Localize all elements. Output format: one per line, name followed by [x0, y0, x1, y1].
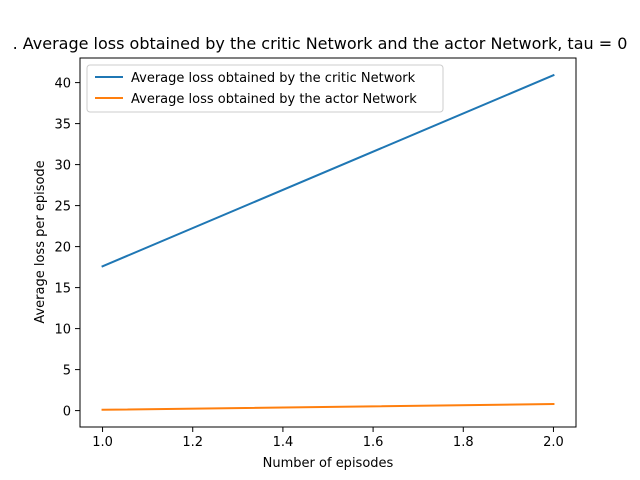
y-tick-label: 10: [54, 323, 71, 338]
legend-box: [86, 64, 444, 113]
y-tick-label: 25: [54, 200, 71, 215]
legend-entry: Average loss obtained by the actor Netwo…: [131, 92, 417, 107]
plot-area: 1.0 1.2 1.4 1.6 1.8 2.0 0 5 10 15 20 25 30 35 40: [54, 57, 577, 450]
x-tick-label: 1.2: [182, 435, 203, 450]
y-tick-label: 30: [54, 159, 71, 174]
x-axis-label: Number of episodes: [263, 456, 394, 471]
x-tick-label: 1.4: [273, 435, 294, 450]
chart-title: . Average loss obtained by the critic Ne…: [13, 34, 628, 53]
y-axis-ticks: 0 5 10 15 20 25 30 35 40: [54, 77, 80, 420]
legend: Average loss obtained by the critic Netw…: [86, 64, 444, 113]
y-tick-label: 20: [54, 241, 71, 256]
y-tick-label: 40: [54, 77, 71, 92]
x-axis-ticks: 1.0 1.2 1.4 1.6 1.8 2.0: [92, 427, 564, 450]
y-tick-label: 0: [63, 405, 71, 420]
series-line-actor: [101, 403, 555, 411]
legend-entry: Average loss obtained by the critic Netw…: [131, 71, 416, 86]
x-tick-label: 1.6: [363, 435, 384, 450]
series-layer: [101, 73, 555, 411]
y-tick-label: 5: [63, 364, 71, 379]
x-tick-label: 1.0: [92, 435, 113, 450]
series-line-critic: [101, 73, 555, 268]
x-tick-label: 2.0: [543, 435, 564, 450]
axes-frame: [79, 57, 577, 428]
y-tick-label: 35: [54, 118, 71, 133]
y-axis-label: Average loss per episode: [33, 160, 48, 323]
y-tick-label: 15: [54, 282, 71, 297]
x-tick-label: 1.8: [453, 435, 474, 450]
